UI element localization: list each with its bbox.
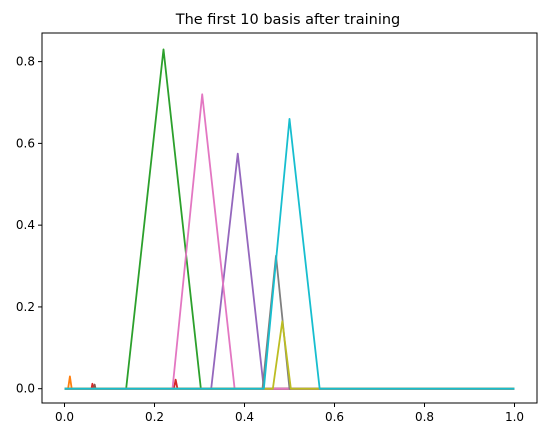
chart-title: The first 10 basis after training [175, 12, 401, 28]
axes-frame [41, 32, 538, 404]
x-tick-label: 0.8 [415, 410, 434, 424]
y-tick-label: 0.2 [16, 300, 35, 314]
y-tick-label: 0.6 [16, 136, 35, 150]
y-tick-label: 0.8 [16, 55, 35, 69]
x-tick-label: 0.4 [235, 410, 254, 424]
basis-line-10 [64, 117, 515, 390]
basis-line-7 [64, 93, 515, 390]
x-tick-label: 0.0 [55, 410, 74, 424]
basis-line-8 [64, 254, 515, 390]
x-tick-label: 0.2 [145, 410, 164, 424]
y-tick-label: 0.0 [16, 382, 35, 396]
x-tick-label: 1.0 [505, 410, 524, 424]
plot-area [64, 48, 515, 390]
y-tick-label: 0.4 [16, 218, 35, 232]
axes: 0.0 0.2 0.4 0.6 0.8 1.0 0.0 0.2 0.4 0.6 0.8 [16, 32, 538, 424]
basis-line-3 [64, 48, 515, 390]
x-tick-label: 0.6 [325, 410, 344, 424]
basis-line-5 [64, 152, 515, 390]
